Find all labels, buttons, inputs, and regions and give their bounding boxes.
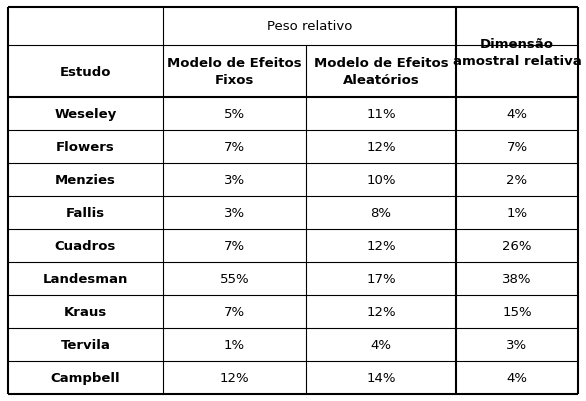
Text: Cuadros: Cuadros: [55, 239, 116, 252]
Text: 12%: 12%: [220, 371, 249, 384]
Text: 38%: 38%: [502, 272, 532, 285]
Text: 1%: 1%: [506, 207, 527, 219]
Text: 3%: 3%: [224, 174, 245, 186]
Text: Peso relativo: Peso relativo: [267, 20, 352, 33]
Text: 55%: 55%: [220, 272, 249, 285]
Text: 12%: 12%: [366, 239, 396, 252]
Text: Landesman: Landesman: [43, 272, 128, 285]
Text: 26%: 26%: [502, 239, 532, 252]
Text: 4%: 4%: [506, 371, 527, 384]
Text: 4%: 4%: [506, 108, 527, 121]
Text: 15%: 15%: [502, 305, 532, 318]
Text: Modelo de Efeitos
Fixos: Modelo de Efeitos Fixos: [167, 57, 302, 87]
Text: 1%: 1%: [224, 338, 245, 351]
Text: 7%: 7%: [224, 141, 245, 154]
Text: 14%: 14%: [366, 371, 396, 384]
Text: Modelo de Efeitos
Aleatórios: Modelo de Efeitos Aleatórios: [314, 57, 448, 87]
Text: 7%: 7%: [506, 141, 527, 154]
Text: 10%: 10%: [366, 174, 396, 186]
Text: Flowers: Flowers: [56, 141, 115, 154]
Text: Weseley: Weseley: [54, 108, 117, 121]
Text: 8%: 8%: [370, 207, 391, 219]
Text: 3%: 3%: [224, 207, 245, 219]
Text: Menzies: Menzies: [55, 174, 116, 186]
Text: 4%: 4%: [370, 338, 391, 351]
Text: 7%: 7%: [224, 305, 245, 318]
Text: Kraus: Kraus: [64, 305, 107, 318]
Text: 12%: 12%: [366, 305, 396, 318]
Text: 2%: 2%: [506, 174, 527, 186]
Text: Dimensão
amostral relativa: Dimensão amostral relativa: [452, 38, 581, 68]
Text: 11%: 11%: [366, 108, 396, 121]
Text: Fallis: Fallis: [66, 207, 105, 219]
Text: 5%: 5%: [224, 108, 245, 121]
Text: 3%: 3%: [506, 338, 527, 351]
Text: Estudo: Estudo: [60, 65, 111, 78]
Text: 12%: 12%: [366, 141, 396, 154]
Text: 17%: 17%: [366, 272, 396, 285]
Text: Campbell: Campbell: [50, 371, 120, 384]
Text: 7%: 7%: [224, 239, 245, 252]
Text: Tervila: Tervila: [60, 338, 110, 351]
